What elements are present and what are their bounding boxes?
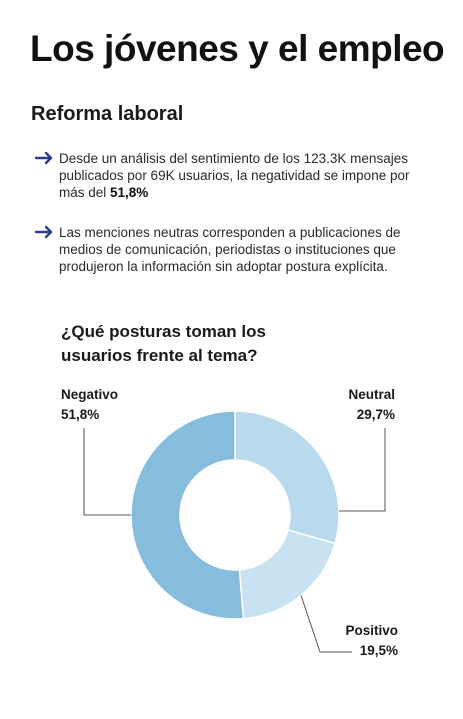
label-positivo-value: 19,5% bbox=[359, 643, 398, 658]
label-neutral-name: Neutral bbox=[348, 387, 395, 402]
bullet-item: Desde un análisis del sentimiento de los… bbox=[31, 150, 426, 201]
leader-line-positivo bbox=[300, 595, 352, 653]
bullet-text-main: Las menciones neutras corresponden a pub… bbox=[59, 225, 401, 274]
bullet-text: Desde un análisis del sentimiento de los… bbox=[59, 150, 426, 201]
bullet-text: Las menciones neutras corresponden a pub… bbox=[59, 224, 426, 275]
bullet-text-main: Desde un análisis del sentimiento de los… bbox=[59, 151, 410, 200]
arrow-right-icon bbox=[34, 225, 53, 239]
donut-slice-neutral bbox=[234, 410, 340, 545]
chart-question: ¿Qué posturas toman los usuarios frente … bbox=[61, 322, 266, 365]
donut-slice-negativo bbox=[130, 410, 245, 620]
label-positivo-name: Positivo bbox=[345, 623, 398, 638]
label-neutral: Neutral 29,7% bbox=[348, 385, 395, 425]
label-negativo-name: Negativo bbox=[61, 387, 119, 402]
label-negativo-value: 51,8% bbox=[61, 407, 100, 422]
arrow-right-icon bbox=[34, 151, 53, 165]
label-positivo: Positivo 19,5% bbox=[345, 621, 398, 661]
bullet-item: Las menciones neutras corresponden a pub… bbox=[31, 224, 426, 275]
section-subtitle: Reforma laboral bbox=[31, 103, 184, 125]
bullet-highlight: 51,8% bbox=[110, 185, 149, 200]
label-negativo: Negativo 51,8% bbox=[61, 385, 118, 425]
leader-line-negativo bbox=[83, 428, 131, 516]
page-title: Los jóvenes y el empleo bbox=[30, 28, 445, 69]
leader-line-neutral bbox=[339, 428, 386, 512]
donut-slice-positivo bbox=[238, 529, 336, 620]
label-neutral-value: 29,7% bbox=[356, 407, 395, 422]
